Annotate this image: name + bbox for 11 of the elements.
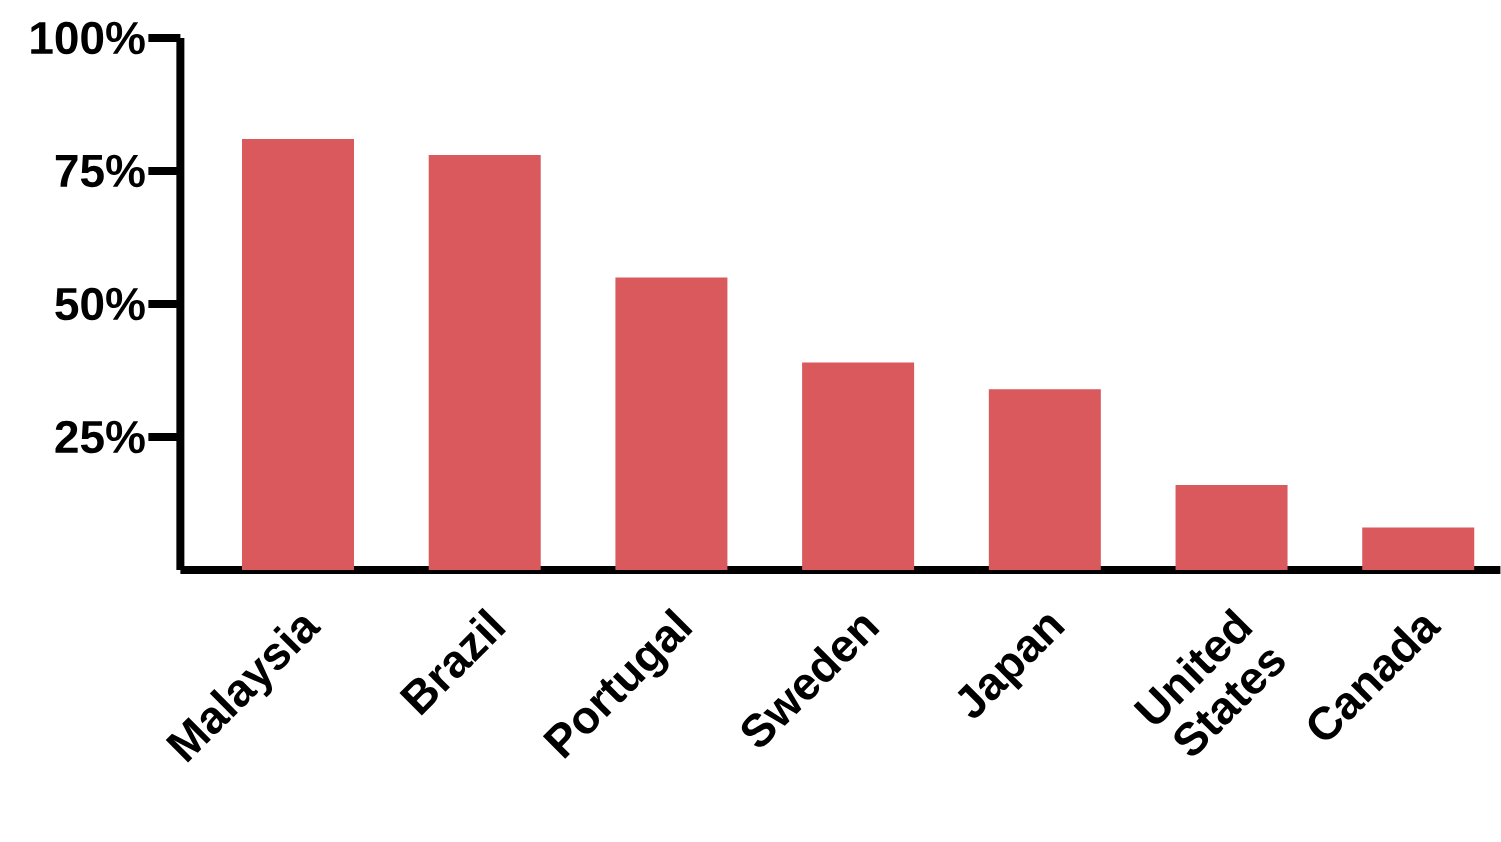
bar (242, 139, 354, 571)
bar (615, 277, 728, 571)
bar (988, 389, 1101, 571)
bar (802, 362, 915, 571)
bar (428, 155, 541, 571)
y-tick-label: 50% (55, 287, 145, 321)
y-tick-label: 75% (55, 154, 145, 188)
y-tick-label: 25% (55, 420, 145, 454)
y-tick-label: 100% (31, 21, 145, 55)
bar (1175, 484, 1288, 571)
bar (1362, 527, 1475, 571)
